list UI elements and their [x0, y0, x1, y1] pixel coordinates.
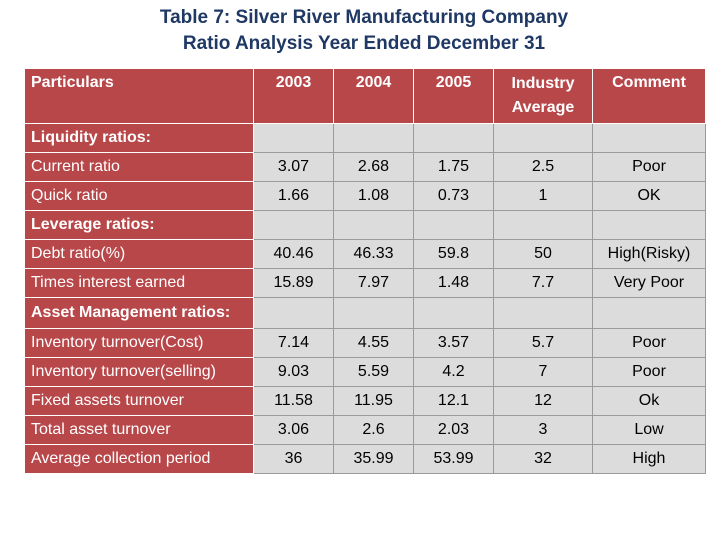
section-label: Liquidity ratios: — [24, 123, 254, 153]
cell-2005: 59.8 — [413, 239, 494, 269]
table-row: Inventory turnover(selling) 9.03 5.59 4.… — [24, 357, 706, 387]
cell-comment: Ok — [592, 386, 706, 416]
row-label: Quick ratio — [24, 181, 254, 211]
section-row-liquidity: Liquidity ratios: — [24, 123, 706, 153]
table-row: Debt ratio(%) 40.46 46.33 59.8 50 High(R… — [24, 239, 706, 269]
empty-cell — [333, 297, 414, 329]
cell-2003: 3.06 — [253, 415, 334, 445]
cell-2004: 35.99 — [333, 444, 414, 474]
cell-2003: 7.14 — [253, 328, 334, 358]
cell-comment: OK — [592, 181, 706, 211]
title-line-2: Ratio Analysis Year Ended December 31 — [182, 33, 546, 54]
cell-comment: High — [592, 444, 706, 474]
table-row: Times interest earned 15.89 7.97 1.48 7.… — [24, 268, 706, 298]
section-row-asset-management: Asset Management ratios: — [24, 297, 706, 329]
row-label: Times interest earned — [24, 268, 254, 298]
empty-cell — [333, 123, 414, 153]
cell-industry: 50 — [493, 239, 593, 269]
cell-2003: 1.66 — [253, 181, 334, 211]
cell-2003: 11.58 — [253, 386, 334, 416]
section-label: Asset Management ratios: — [24, 297, 254, 329]
cell-2005: 1.48 — [413, 268, 494, 298]
empty-cell — [592, 210, 706, 240]
cell-industry: 1 — [493, 181, 593, 211]
empty-cell — [333, 210, 414, 240]
cell-2004: 2.6 — [333, 415, 414, 445]
header-2005: 2005 — [413, 68, 494, 124]
table-row: Average collection period 36 35.99 53.99… — [24, 444, 706, 474]
title-line-1: Table 7: Silver River Manufacturing Comp… — [159, 7, 569, 28]
cell-2005: 53.99 — [413, 444, 494, 474]
header-industry-average: Industry Average — [493, 68, 593, 124]
empty-cell — [493, 210, 593, 240]
cell-2005: 1.75 — [413, 152, 494, 182]
empty-cell — [493, 297, 593, 329]
row-label: Inventory turnover(selling) — [24, 357, 254, 387]
section-label: Leverage ratios: — [24, 210, 254, 240]
cell-2004: 11.95 — [333, 386, 414, 416]
cell-industry: 12 — [493, 386, 593, 416]
cell-comment: Very Poor — [592, 268, 706, 298]
cell-2005: 0.73 — [413, 181, 494, 211]
cell-industry: 7 — [493, 357, 593, 387]
cell-industry: 5.7 — [493, 328, 593, 358]
row-label: Current ratio — [24, 152, 254, 182]
cell-industry: 32 — [493, 444, 593, 474]
header-particulars: Particulars — [24, 68, 254, 124]
cell-comment: Low — [592, 415, 706, 445]
cell-comment: High(Risky) — [592, 239, 706, 269]
cell-2005: 12.1 — [413, 386, 494, 416]
empty-cell — [253, 123, 334, 153]
ratio-table: Particulars 2003 2004 2005 Industry Aver… — [24, 68, 706, 474]
cell-comment: Poor — [592, 357, 706, 387]
cell-industry: 7.7 — [493, 268, 593, 298]
cell-2004: 7.97 — [333, 268, 414, 298]
cell-2004: 5.59 — [333, 357, 414, 387]
empty-cell — [253, 297, 334, 329]
row-label: Average collection period — [24, 444, 254, 474]
empty-cell — [413, 297, 494, 329]
table-title: Table 7: Silver River Manufacturing Comp… — [0, 5, 728, 57]
empty-cell — [413, 210, 494, 240]
cell-2005: 3.57 — [413, 328, 494, 358]
empty-cell — [253, 210, 334, 240]
row-label: Inventory turnover(Cost) — [24, 328, 254, 358]
cell-2003: 40.46 — [253, 239, 334, 269]
header-2003: 2003 — [253, 68, 334, 124]
cell-comment: Poor — [592, 328, 706, 358]
cell-2003: 15.89 — [253, 268, 334, 298]
cell-industry: 2.5 — [493, 152, 593, 182]
cell-2005: 2.03 — [413, 415, 494, 445]
cell-2004: 46.33 — [333, 239, 414, 269]
table-row: Fixed assets turnover 11.58 11.95 12.1 1… — [24, 386, 706, 416]
table-row: Current ratio 3.07 2.68 1.75 2.5 Poor — [24, 152, 706, 182]
header-comment: Comment — [592, 68, 706, 124]
empty-cell — [592, 123, 706, 153]
cell-2003: 3.07 — [253, 152, 334, 182]
section-row-leverage: Leverage ratios: — [24, 210, 706, 240]
cell-2004: 2.68 — [333, 152, 414, 182]
row-label: Total asset turnover — [24, 415, 254, 445]
header-2004: 2004 — [333, 68, 414, 124]
cell-industry: 3 — [493, 415, 593, 445]
cell-2004: 4.55 — [333, 328, 414, 358]
row-label: Fixed assets turnover — [24, 386, 254, 416]
empty-cell — [493, 123, 593, 153]
header-row: Particulars 2003 2004 2005 Industry Aver… — [24, 68, 706, 124]
row-label: Debt ratio(%) — [24, 239, 254, 269]
table-row: Total asset turnover 3.06 2.6 2.03 3 Low — [24, 415, 706, 445]
cell-2005: 4.2 — [413, 357, 494, 387]
table-row: Inventory turnover(Cost) 7.14 4.55 3.57 … — [24, 328, 706, 358]
table-row: Quick ratio 1.66 1.08 0.73 1 OK — [24, 181, 706, 211]
cell-2003: 9.03 — [253, 357, 334, 387]
cell-2004: 1.08 — [333, 181, 414, 211]
empty-cell — [592, 297, 706, 329]
empty-cell — [413, 123, 494, 153]
cell-2003: 36 — [253, 444, 334, 474]
cell-comment: Poor — [592, 152, 706, 182]
